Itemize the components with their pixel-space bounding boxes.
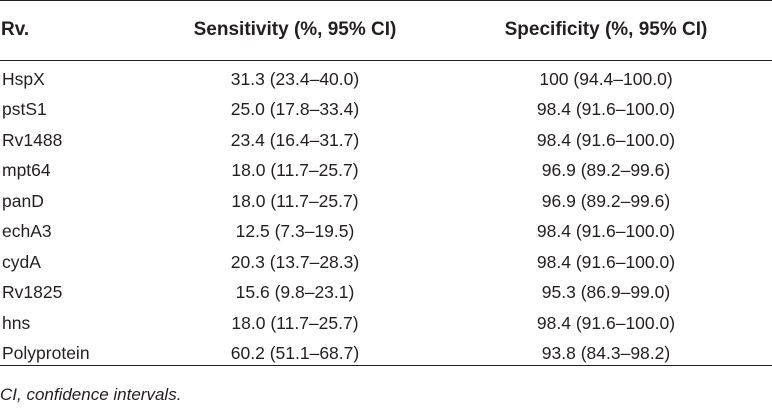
table-row: pstS1 25.0 (17.8–33.4) 98.4 (91.6–100.0) (0, 95, 772, 126)
table-row: hns 18.0 (11.7–25.7) 98.4 (91.6–100.0) (0, 308, 772, 339)
table-row: mpt64 18.0 (11.7–25.7) 96.9 (89.2–99.6) (0, 156, 772, 187)
table-row: Polyprotein 60.2 (51.1–68.7) 93.8 (84.3–… (0, 339, 772, 370)
cell-rv: Rv1488 (2, 129, 63, 150)
cell-specificity: 93.8 (84.3–98.2) (541, 343, 671, 364)
cell-sensitivity: 25.0 (17.8–33.4) (230, 99, 360, 120)
cell-sensitivity: 20.3 (13.7–28.3) (230, 251, 360, 272)
table-row: Rv1488 23.4 (16.4–31.7) 98.4 (91.6–100.0… (0, 125, 772, 156)
cell-rv: echA3 (2, 221, 52, 242)
cell-rv: panD (2, 190, 44, 211)
cell-specificity: 96.9 (89.2–99.6) (541, 160, 671, 181)
cell-rv: Polyprotein (2, 343, 90, 364)
header-rule (0, 60, 772, 61)
cell-sensitivity: 12.5 (7.3–19.5) (235, 221, 355, 242)
cell-sensitivity: 18.0 (11.7–25.7) (231, 312, 359, 333)
header-sensitivity: Sensitivity (%, 95% CI) (193, 19, 397, 40)
cell-sensitivity: 23.4 (16.4–31.7) (230, 129, 360, 150)
top-rule (0, 0, 772, 1)
table-row: HspX 31.3 (23.4–40.0) 100 (94.4–100.0) (0, 60, 772, 95)
cell-sensitivity: 31.3 (23.4–40.0) (230, 68, 360, 89)
header-row: Rv. Sensitivity (%, 95% CI) Specificity … (0, 0, 772, 60)
cell-specificity: 100 (94.4–100.0) (539, 68, 673, 89)
table-row: cydA 20.3 (13.7–28.3) 98.4 (91.6–100.0) (0, 247, 772, 278)
cell-rv: pstS1 (2, 99, 47, 120)
cell-specificity: 98.4 (91.6–100.0) (536, 99, 676, 120)
header-specificity: Specificity (%, 95% CI) (504, 19, 708, 40)
header-rv: Rv. (1, 19, 30, 40)
cell-rv: mpt64 (2, 160, 51, 181)
cell-sensitivity: 60.2 (51.1–68.7) (230, 343, 360, 364)
cell-rv: hns (2, 312, 31, 333)
cell-rv: cydA (2, 251, 41, 272)
cell-specificity: 98.4 (91.6–100.0) (536, 221, 676, 242)
table-row: echA3 12.5 (7.3–19.5) 98.4 (91.6–100.0) (0, 217, 772, 248)
cell-sensitivity: 18.0 (11.7–25.7) (231, 190, 359, 211)
table-row: Rv1825 15.6 (9.8–23.1) 95.3 (86.9–99.0) (0, 278, 772, 309)
cell-rv: Rv1825 (2, 282, 63, 303)
cell-specificity: 96.9 (89.2–99.6) (541, 190, 671, 211)
cell-specificity: 98.4 (91.6–100.0) (536, 129, 676, 150)
table-row: panD 18.0 (11.7–25.7) 96.9 (89.2–99.6) (0, 186, 772, 217)
cell-rv: HspX (2, 68, 45, 89)
table-footnote: CI, confidence intervals. (0, 385, 182, 404)
cell-sensitivity: 18.0 (11.7–25.7) (231, 160, 359, 181)
results-table: Rv. Sensitivity (%, 95% CI) Specificity … (0, 0, 772, 370)
cell-specificity: 95.3 (86.9–99.0) (541, 282, 671, 303)
bottom-rule (0, 365, 772, 366)
cell-specificity: 98.4 (91.6–100.0) (536, 251, 676, 272)
cell-specificity: 98.4 (91.6–100.0) (536, 312, 676, 333)
cell-sensitivity: 15.6 (9.8–23.1) (235, 282, 355, 303)
